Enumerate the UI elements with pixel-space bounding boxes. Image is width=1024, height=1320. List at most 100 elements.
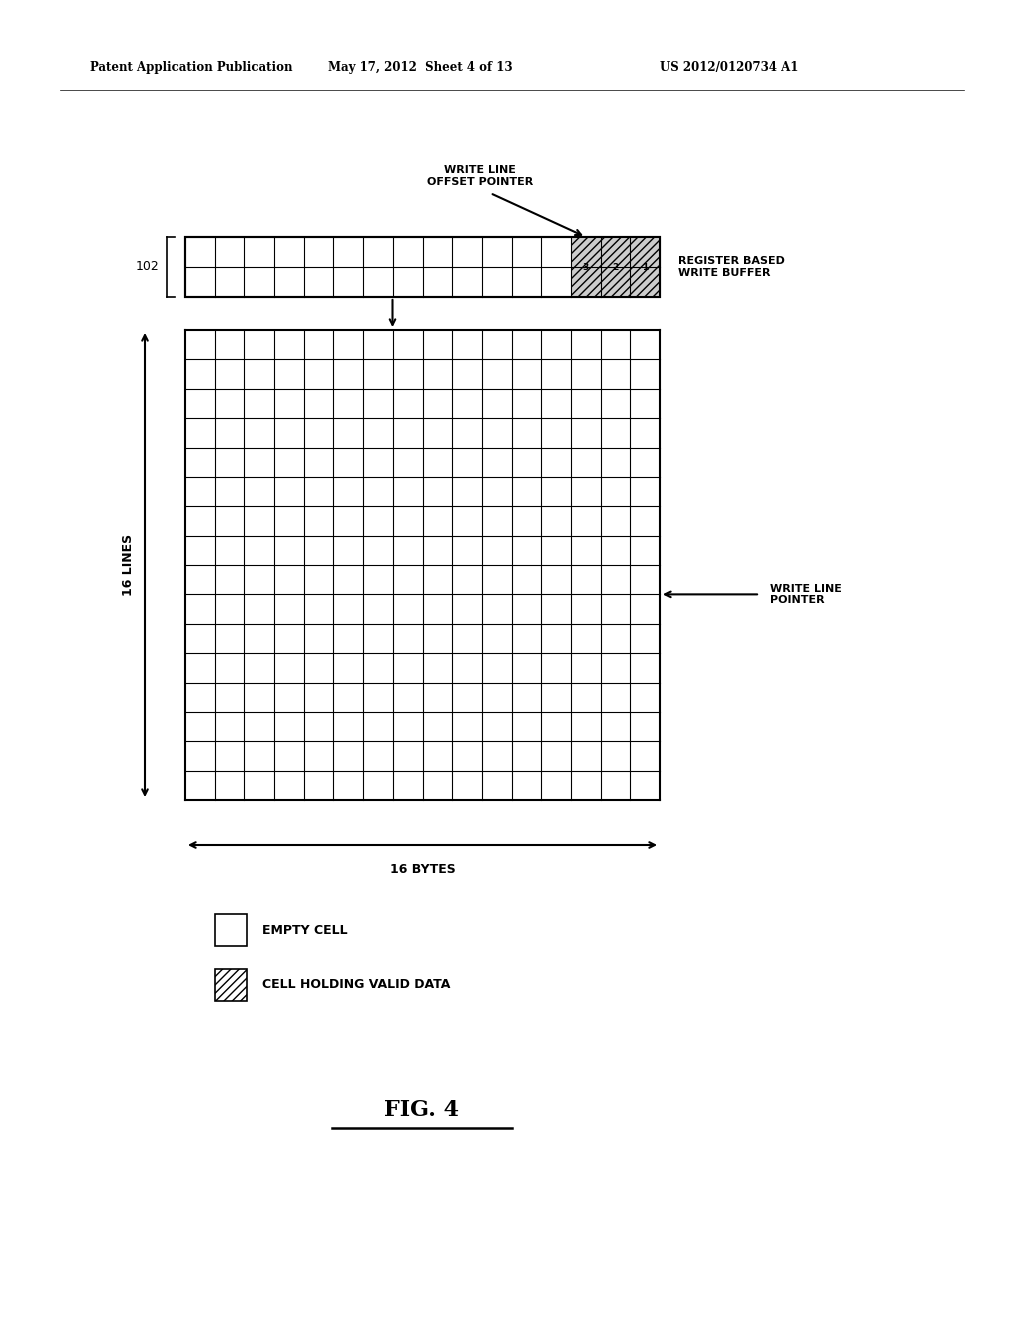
Bar bbox=[393, 536, 423, 565]
Bar bbox=[482, 330, 512, 359]
Bar bbox=[185, 477, 215, 507]
Bar bbox=[274, 418, 304, 447]
Bar bbox=[631, 565, 660, 594]
Bar bbox=[245, 477, 274, 507]
Text: 1: 1 bbox=[642, 263, 648, 272]
Bar bbox=[631, 330, 660, 359]
Bar bbox=[304, 359, 334, 389]
Bar bbox=[304, 330, 334, 359]
Text: May 17, 2012  Sheet 4 of 13: May 17, 2012 Sheet 4 of 13 bbox=[328, 62, 512, 74]
Bar bbox=[364, 447, 393, 477]
Bar bbox=[453, 507, 482, 536]
Bar bbox=[274, 565, 304, 594]
Bar bbox=[245, 565, 274, 594]
Text: 3: 3 bbox=[583, 263, 589, 272]
Bar bbox=[631, 389, 660, 418]
Bar bbox=[542, 359, 571, 389]
Bar bbox=[185, 418, 215, 447]
Bar bbox=[215, 969, 247, 1001]
Bar bbox=[393, 565, 423, 594]
Bar bbox=[245, 389, 274, 418]
Text: WRITE LINE
POINTER: WRITE LINE POINTER bbox=[770, 583, 842, 605]
Bar bbox=[631, 418, 660, 447]
Bar bbox=[601, 507, 631, 536]
Bar bbox=[453, 389, 482, 418]
Bar bbox=[185, 238, 660, 297]
Bar bbox=[215, 447, 245, 477]
Bar bbox=[453, 447, 482, 477]
Bar bbox=[393, 359, 423, 389]
Bar bbox=[215, 565, 245, 594]
Bar bbox=[423, 565, 453, 594]
Bar bbox=[512, 418, 542, 447]
Bar bbox=[304, 507, 334, 536]
Bar bbox=[601, 359, 631, 389]
Bar bbox=[542, 477, 571, 507]
Bar bbox=[274, 477, 304, 507]
Bar bbox=[542, 565, 571, 594]
Bar bbox=[364, 389, 393, 418]
Bar bbox=[304, 477, 334, 507]
Bar bbox=[601, 389, 631, 418]
Bar bbox=[631, 477, 660, 507]
Bar bbox=[571, 565, 601, 594]
Bar bbox=[304, 389, 334, 418]
Bar bbox=[512, 507, 542, 536]
Bar bbox=[631, 507, 660, 536]
Bar bbox=[334, 447, 364, 477]
Bar bbox=[393, 447, 423, 477]
Bar bbox=[512, 389, 542, 418]
Bar bbox=[304, 565, 334, 594]
Bar bbox=[512, 330, 542, 359]
Bar bbox=[512, 477, 542, 507]
Bar bbox=[571, 477, 601, 507]
Bar bbox=[185, 330, 215, 359]
Text: 2: 2 bbox=[612, 263, 618, 272]
Bar bbox=[423, 507, 453, 536]
Bar bbox=[393, 389, 423, 418]
Bar bbox=[334, 536, 364, 565]
Bar bbox=[304, 536, 334, 565]
Bar bbox=[185, 507, 215, 536]
Bar bbox=[393, 477, 423, 507]
Bar bbox=[482, 507, 512, 536]
Bar bbox=[274, 389, 304, 418]
Bar bbox=[601, 447, 631, 477]
Bar bbox=[512, 447, 542, 477]
Bar bbox=[512, 565, 542, 594]
Bar bbox=[601, 565, 631, 594]
Bar bbox=[542, 330, 571, 359]
Bar bbox=[482, 447, 512, 477]
Bar bbox=[274, 447, 304, 477]
Bar bbox=[601, 238, 631, 297]
Bar bbox=[334, 565, 364, 594]
Text: 102: 102 bbox=[135, 260, 159, 273]
Bar bbox=[631, 359, 660, 389]
Bar bbox=[185, 238, 660, 297]
Bar bbox=[453, 418, 482, 447]
Bar bbox=[601, 330, 631, 359]
Bar bbox=[393, 418, 423, 447]
Bar bbox=[453, 565, 482, 594]
Bar bbox=[453, 536, 482, 565]
Bar bbox=[215, 477, 245, 507]
Bar bbox=[215, 389, 245, 418]
Bar bbox=[482, 359, 512, 389]
Bar bbox=[364, 330, 393, 359]
Bar bbox=[364, 359, 393, 389]
Text: REGISTER BASED
WRITE BUFFER: REGISTER BASED WRITE BUFFER bbox=[678, 256, 784, 277]
Bar bbox=[304, 418, 334, 447]
Bar bbox=[601, 477, 631, 507]
Bar bbox=[631, 238, 660, 297]
Bar bbox=[571, 507, 601, 536]
Bar bbox=[571, 389, 601, 418]
Bar bbox=[364, 565, 393, 594]
Bar bbox=[423, 447, 453, 477]
Bar bbox=[185, 389, 215, 418]
Text: WRITE LINE
OFFSET POINTER: WRITE LINE OFFSET POINTER bbox=[427, 165, 534, 186]
Bar bbox=[245, 447, 274, 477]
Text: US 2012/0120734 A1: US 2012/0120734 A1 bbox=[660, 62, 799, 74]
Bar bbox=[334, 477, 364, 507]
Bar bbox=[364, 507, 393, 536]
Text: EMPTY CELL: EMPTY CELL bbox=[262, 924, 347, 936]
